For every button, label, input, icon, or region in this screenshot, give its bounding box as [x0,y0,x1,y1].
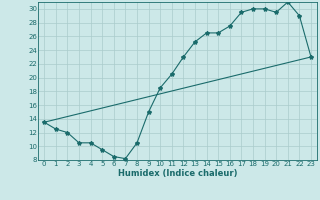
X-axis label: Humidex (Indice chaleur): Humidex (Indice chaleur) [118,169,237,178]
